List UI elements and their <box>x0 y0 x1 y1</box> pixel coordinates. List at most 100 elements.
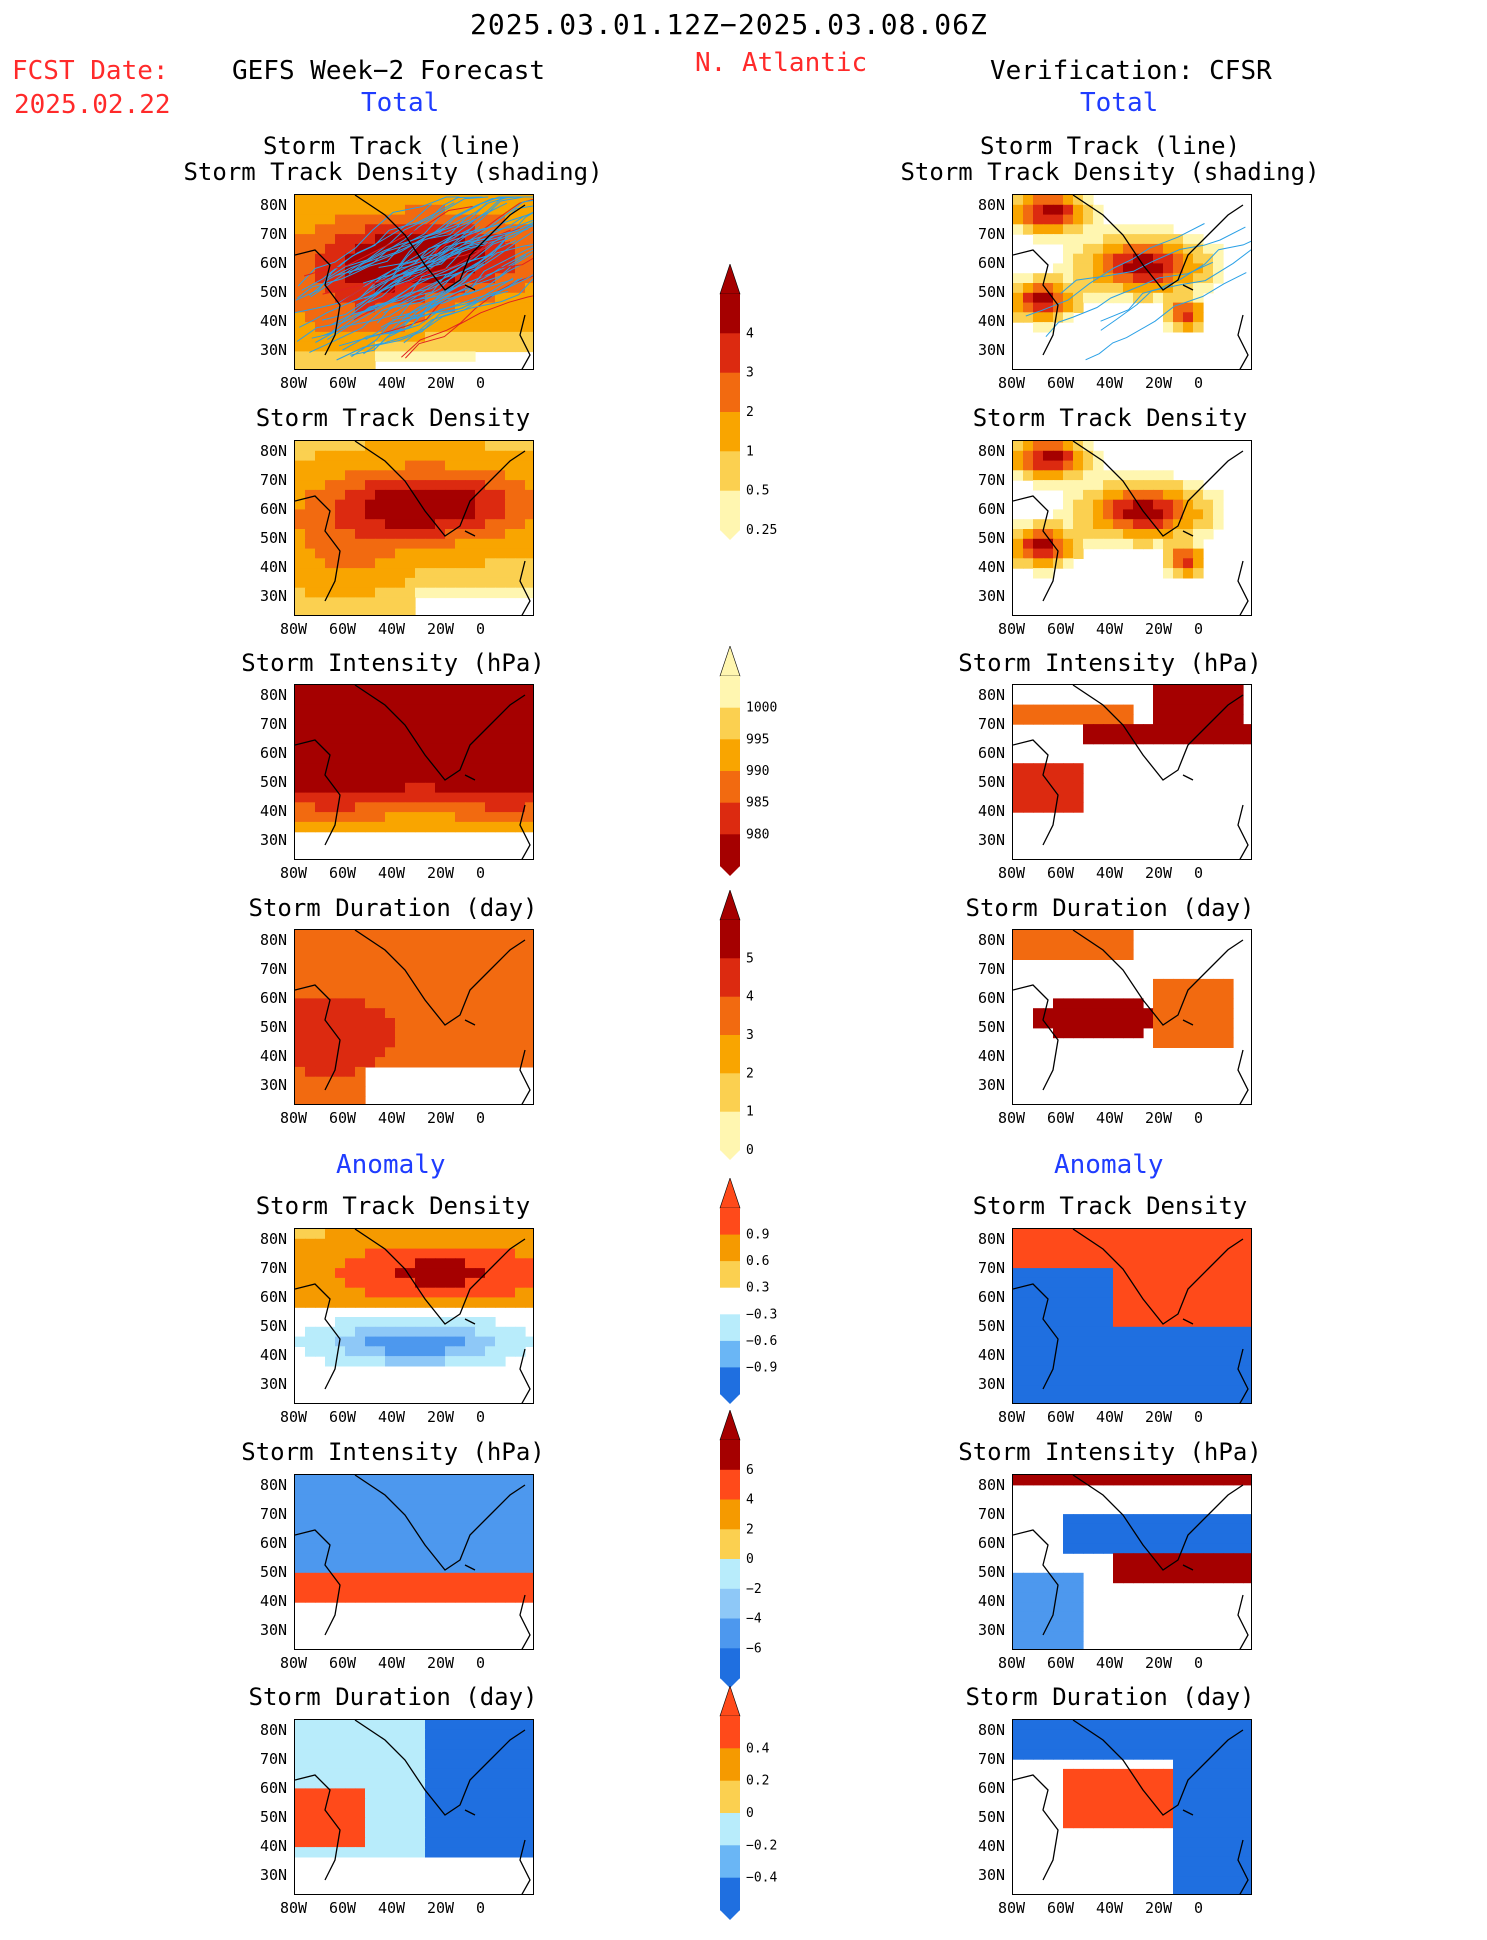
grid-cell <box>365 1277 376 1289</box>
colorbar-segment <box>720 1813 740 1846</box>
grid-cell <box>325 1847 336 1858</box>
grid-cell <box>435 1768 446 1780</box>
grid-cell <box>1213 1365 1224 1377</box>
grid-cell <box>335 292 346 304</box>
grid-cell <box>505 312 516 323</box>
grid-cell <box>375 978 386 990</box>
grid-cell <box>1173 253 1184 265</box>
grid-cell <box>1103 519 1114 530</box>
grid-cell <box>1013 1336 1024 1347</box>
grid-cell <box>1073 998 1084 1009</box>
grid-cell <box>355 548 366 559</box>
grid-cell <box>505 802 516 813</box>
grid-cell <box>515 263 526 274</box>
grid-cell <box>1093 499 1104 511</box>
grid-cell <box>1223 1395 1234 1403</box>
grid-cell <box>1023 529 1034 540</box>
grid-cell <box>315 263 326 274</box>
grid-cell <box>1013 949 1024 960</box>
grid-cell <box>1173 1326 1184 1338</box>
grid-cell <box>375 450 386 462</box>
grid-cell <box>1103 1346 1114 1357</box>
grid-cell <box>415 1317 426 1328</box>
grid-cell <box>1083 263 1094 274</box>
grid-cell <box>1183 1778 1194 1790</box>
grid-cell <box>385 1592 396 1603</box>
grid-cell <box>295 1720 306 1731</box>
grid-cell <box>1063 224 1074 235</box>
grid-cell <box>505 1297 516 1308</box>
grid-cell <box>1163 292 1174 304</box>
grid-cell <box>1083 204 1094 216</box>
grid-cell <box>455 1346 466 1357</box>
grid-cell <box>1013 1475 1024 1486</box>
grid-cell <box>495 1759 506 1770</box>
grid-cell <box>445 509 456 520</box>
grid-cell <box>1183 1729 1194 1741</box>
grid-cell <box>1053 1611 1064 1623</box>
grid-cell <box>425 1229 436 1240</box>
grid-cell <box>1183 1248 1194 1259</box>
grid-cell <box>1243 1533 1251 1545</box>
grid-cell <box>1183 1533 1194 1545</box>
grid-cell <box>425 1817 436 1829</box>
grid-cell <box>505 1494 516 1505</box>
grid-cell <box>295 1336 306 1347</box>
grid-cell <box>325 253 336 265</box>
grid-cell <box>1133 1808 1144 1819</box>
grid-cell <box>295 568 306 579</box>
grid-cell <box>1193 558 1204 569</box>
grid-cell <box>1153 1037 1164 1048</box>
grid-cell <box>295 753 306 764</box>
grid-cell <box>385 1514 396 1525</box>
grid-cell <box>425 1778 436 1790</box>
grid-cell <box>505 1047 516 1058</box>
grid-cell <box>295 450 306 462</box>
grid-cell <box>515 1297 526 1308</box>
grid-cell <box>325 1047 336 1058</box>
grid-cell <box>295 499 306 511</box>
grid-cell <box>345 763 356 774</box>
grid-cell <box>1103 1778 1114 1790</box>
grid-cell <box>1093 529 1104 540</box>
grid-cell <box>1183 1287 1194 1299</box>
grid-cell <box>295 1238 306 1250</box>
grid-cell <box>405 548 416 559</box>
grid-cell <box>415 694 426 706</box>
grid-cell <box>1133 1395 1144 1403</box>
grid-cell <box>1163 489 1174 501</box>
grid-cell <box>405 733 416 745</box>
grid-cell <box>435 1543 446 1554</box>
grid-cell <box>1203 1238 1214 1250</box>
grid-cell <box>385 263 396 274</box>
grid-cell <box>1233 1395 1244 1403</box>
grid-cell <box>335 998 346 1009</box>
grid-cell <box>475 1047 486 1058</box>
grid-cell <box>435 1798 446 1809</box>
grid-cell <box>395 1037 406 1048</box>
grid-cell <box>1033 949 1044 960</box>
grid-cell <box>505 1287 516 1299</box>
grid-cell <box>1083 733 1094 745</box>
grid-cell <box>1203 1739 1214 1750</box>
grid-cell <box>435 733 446 745</box>
grid-cell <box>1163 253 1174 265</box>
grid-cell <box>495 1268 506 1279</box>
grid-cell <box>485 243 496 255</box>
grid-cell <box>395 1008 406 1019</box>
grid-cell <box>415 460 426 471</box>
grid-cell <box>395 322 406 333</box>
grid-cell <box>505 1563 516 1574</box>
grid-cell <box>325 1827 336 1838</box>
grid-cell <box>365 441 376 452</box>
grid-cell <box>355 1572 366 1584</box>
colorbar-cap <box>719 890 741 921</box>
grid-cell <box>1183 292 1194 304</box>
grid-cell <box>405 1504 416 1515</box>
x-tick-label: 80W <box>998 1109 1026 1127</box>
grid-cell <box>295 331 306 343</box>
grid-cell <box>485 802 496 813</box>
grid-cell <box>1143 1768 1154 1780</box>
grid-cell <box>295 1076 306 1088</box>
grid-cell <box>335 568 346 579</box>
